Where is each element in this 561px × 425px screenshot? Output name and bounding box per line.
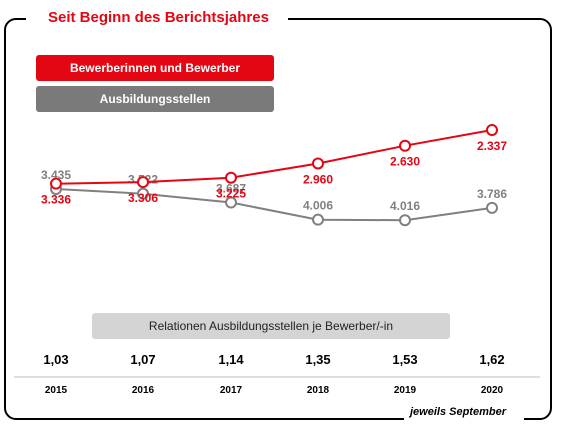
footer-mask bbox=[404, 402, 524, 424]
data-label-0-0: 3.435 bbox=[41, 168, 71, 182]
series-line-1 bbox=[55, 129, 493, 185]
data-label-0-2: 3.687 bbox=[216, 182, 246, 196]
series-line-0 bbox=[55, 188, 493, 222]
point-1-2 bbox=[225, 171, 237, 184]
point-0-5 bbox=[486, 201, 498, 214]
x-tick-label-5: 2020 bbox=[481, 385, 504, 396]
ratio-value-5: 1,62 bbox=[479, 352, 504, 367]
point-0-3 bbox=[312, 213, 324, 226]
ratio-value-0: 1,03 bbox=[43, 352, 68, 367]
point-1-0 bbox=[50, 177, 62, 190]
ratio-value-1: 1,07 bbox=[130, 352, 155, 367]
title-mask bbox=[26, 9, 288, 29]
data-label-1-5: 2.337 bbox=[477, 139, 507, 153]
point-0-4 bbox=[399, 214, 411, 227]
legend-positions: Ausbildungsstellen bbox=[36, 86, 274, 112]
data-label-0-5: 3.786 bbox=[477, 187, 507, 201]
data-label-1-4: 2.630 bbox=[390, 155, 420, 169]
x-tick-label-1: 2016 bbox=[132, 385, 155, 396]
chart-title: Seit Beginn des Berichtsjahres bbox=[48, 9, 269, 26]
data-label-1-1: 3.306 bbox=[128, 191, 158, 205]
point-1-5 bbox=[486, 124, 498, 136]
point-1-3 bbox=[312, 157, 324, 170]
ratio-value-3: 1,35 bbox=[305, 352, 330, 367]
x-tick-label-0: 2015 bbox=[45, 385, 68, 396]
point-0-2 bbox=[225, 196, 237, 209]
footer-note: jeweils September bbox=[410, 406, 506, 418]
x-tick-label-2: 2017 bbox=[220, 385, 243, 396]
data-label-1-0: 3.336 bbox=[41, 193, 71, 207]
point-0-1 bbox=[137, 187, 149, 200]
point-1-4 bbox=[399, 139, 411, 152]
ratio-value-4: 1,53 bbox=[392, 352, 417, 367]
relation-label: Relationen Ausbildungsstellen je Bewerbe… bbox=[92, 313, 450, 339]
data-label-0-3: 4.006 bbox=[303, 199, 333, 213]
data-label-1-2: 3.225 bbox=[216, 187, 246, 201]
point-1-1 bbox=[137, 176, 149, 189]
x-tick-label-3: 2018 bbox=[307, 385, 330, 396]
data-label-1-3: 2.960 bbox=[303, 172, 333, 186]
legend-applicants: Bewerberinnen und Bewerber bbox=[36, 55, 274, 81]
ratio-value-2: 1,14 bbox=[218, 352, 244, 367]
data-label-0-4: 4.016 bbox=[390, 199, 420, 213]
x-tick-label-4: 2019 bbox=[394, 385, 417, 396]
